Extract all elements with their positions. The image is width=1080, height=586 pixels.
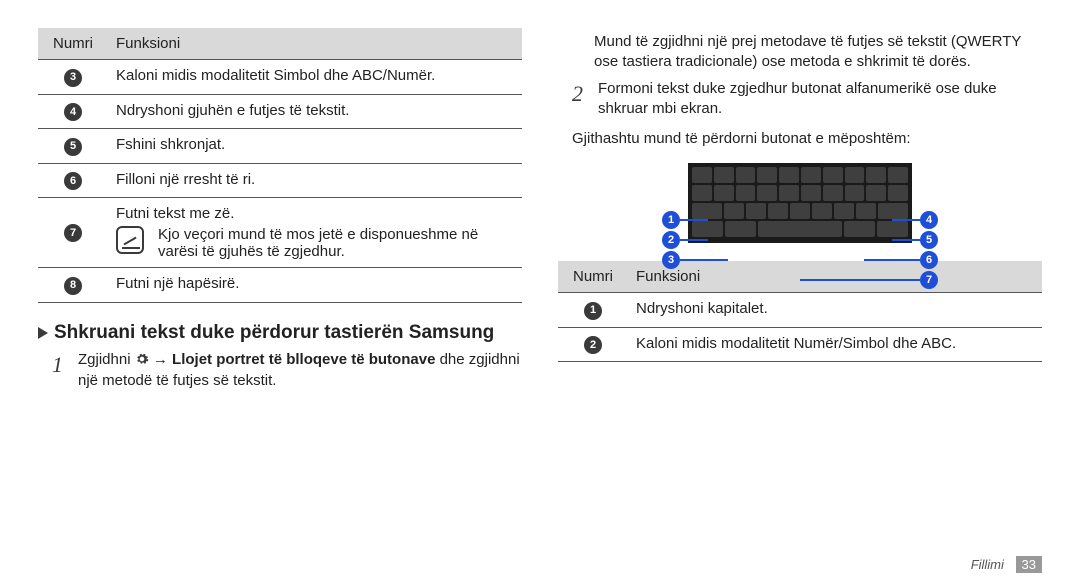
step1-pre: Zgjidhni bbox=[78, 351, 135, 368]
row-text: Futni tekst me zë. bbox=[116, 205, 514, 222]
table-row: 5 Fshini shkronjat. bbox=[38, 129, 522, 164]
left-function-table: Numri Funksioni 3 Kaloni midis modalitet… bbox=[38, 28, 522, 303]
row-num-2: 2 bbox=[584, 336, 602, 354]
step2-text: Formoni tekst duke zgjedhur butonat alfa… bbox=[598, 79, 1042, 120]
step1-bold: → Llojet portret të blloqeve të butonave bbox=[153, 351, 436, 368]
footer-section: Fillimi bbox=[971, 557, 1004, 572]
step-2: 2 Formoni tekst duke zgjedhur butonat al… bbox=[572, 79, 1042, 120]
row-text: Kaloni midis modalitetit Numër/Simbol dh… bbox=[628, 327, 1042, 362]
step-1: 1 Zgjidhni → Llojet portret të blloqeve … bbox=[52, 350, 522, 391]
left-table-h1: Numri bbox=[38, 28, 108, 60]
row-text: Fshini shkronjat. bbox=[108, 129, 522, 164]
row-text: Filloni një rresht të ri. bbox=[108, 163, 522, 198]
callout-5: 5 bbox=[920, 231, 938, 249]
callout-1: 1 bbox=[662, 211, 680, 229]
table-row: 6 Filloni një rresht të ri. bbox=[38, 163, 522, 198]
callout-line bbox=[800, 279, 920, 281]
callout-line bbox=[864, 259, 920, 261]
right-function-table: Numri Funksioni 1 Ndryshoni kapitalet. 2… bbox=[558, 261, 1042, 362]
footer-pagenum: 33 bbox=[1016, 556, 1042, 573]
gear-icon bbox=[135, 352, 149, 366]
row-text: Ndryshoni gjuhën e futjes të tekstit. bbox=[108, 94, 522, 129]
table-row: 2 Kaloni midis modalitetit Numër/Simbol … bbox=[558, 327, 1042, 362]
table-row: 3 Kaloni midis modalitetit Simbol dhe AB… bbox=[38, 60, 522, 95]
callout-4: 4 bbox=[920, 211, 938, 229]
step-num: 1 bbox=[52, 350, 70, 391]
row-num-5: 5 bbox=[64, 138, 82, 156]
callout-line bbox=[680, 219, 708, 221]
left-table-h2: Funksioni bbox=[108, 28, 522, 60]
row-num-6: 6 bbox=[64, 172, 82, 190]
callout-line bbox=[892, 219, 920, 221]
callout-line bbox=[892, 239, 920, 241]
row-text: Kaloni midis modalitetit Simbol dhe ABC/… bbox=[108, 60, 522, 95]
callout-line bbox=[680, 259, 728, 261]
row-note: Kjo veçori mund të mos jetë e disponuesh… bbox=[158, 226, 514, 260]
table-row: 1 Ndryshoni kapitalet. bbox=[558, 293, 1042, 328]
row-num-3: 3 bbox=[64, 69, 82, 87]
callout-2: 2 bbox=[662, 231, 680, 249]
table-row: 7 Futni tekst me zë. Kjo veçori mund të … bbox=[38, 198, 522, 268]
row-text: Futni një hapësirë. bbox=[108, 268, 522, 303]
right-intro-para: Mund të zgjidhni një prej metodave të fu… bbox=[594, 32, 1042, 73]
heading-text: Shkruani tekst duke përdorur tastierën S… bbox=[54, 322, 494, 343]
step-num: 2 bbox=[572, 79, 590, 120]
table-row: 8 Futni një hapësirë. bbox=[38, 268, 522, 303]
right-table-h2: Funksioni bbox=[628, 261, 1042, 293]
after-para: Gjithashtu mund të përdorni butonat e më… bbox=[572, 129, 1042, 149]
callout-line bbox=[680, 239, 708, 241]
chevron-icon bbox=[38, 327, 48, 339]
row-num-1: 1 bbox=[584, 302, 602, 320]
section-heading: Shkruani tekst duke përdorur tastierën S… bbox=[38, 321, 522, 345]
row-num-4: 4 bbox=[64, 103, 82, 121]
keyboard-figure: 1 2 3 4 5 6 7 bbox=[670, 163, 930, 243]
table-row: 4 Ndryshoni gjuhën e futjes të tekstit. bbox=[38, 94, 522, 129]
page-footer: Fillimi 33 bbox=[971, 557, 1042, 572]
row-num-8: 8 bbox=[64, 277, 82, 295]
note-icon bbox=[116, 226, 144, 254]
keyboard-icon bbox=[688, 163, 912, 243]
row-num-7: 7 bbox=[64, 224, 82, 242]
row-text: Ndryshoni kapitalet. bbox=[628, 293, 1042, 328]
right-table-h1: Numri bbox=[558, 261, 628, 293]
